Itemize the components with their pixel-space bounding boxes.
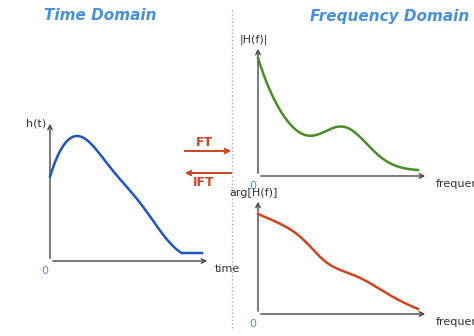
Text: arg[H(f)]: arg[H(f)] [230,188,278,198]
Text: frequency: frequency [436,179,474,189]
Text: 0: 0 [42,266,48,276]
Text: IFT: IFT [193,175,215,188]
Text: FT: FT [195,135,212,149]
Text: Time Domain: Time Domain [44,8,156,24]
Text: 0: 0 [249,181,256,191]
Text: 0: 0 [249,319,256,329]
Text: frequency: frequency [436,317,474,327]
Text: |H(f)|: |H(f)| [240,35,268,45]
Text: time: time [215,264,240,274]
Text: h(t): h(t) [26,118,46,128]
Text: Frequency Domain: Frequency Domain [310,8,470,24]
